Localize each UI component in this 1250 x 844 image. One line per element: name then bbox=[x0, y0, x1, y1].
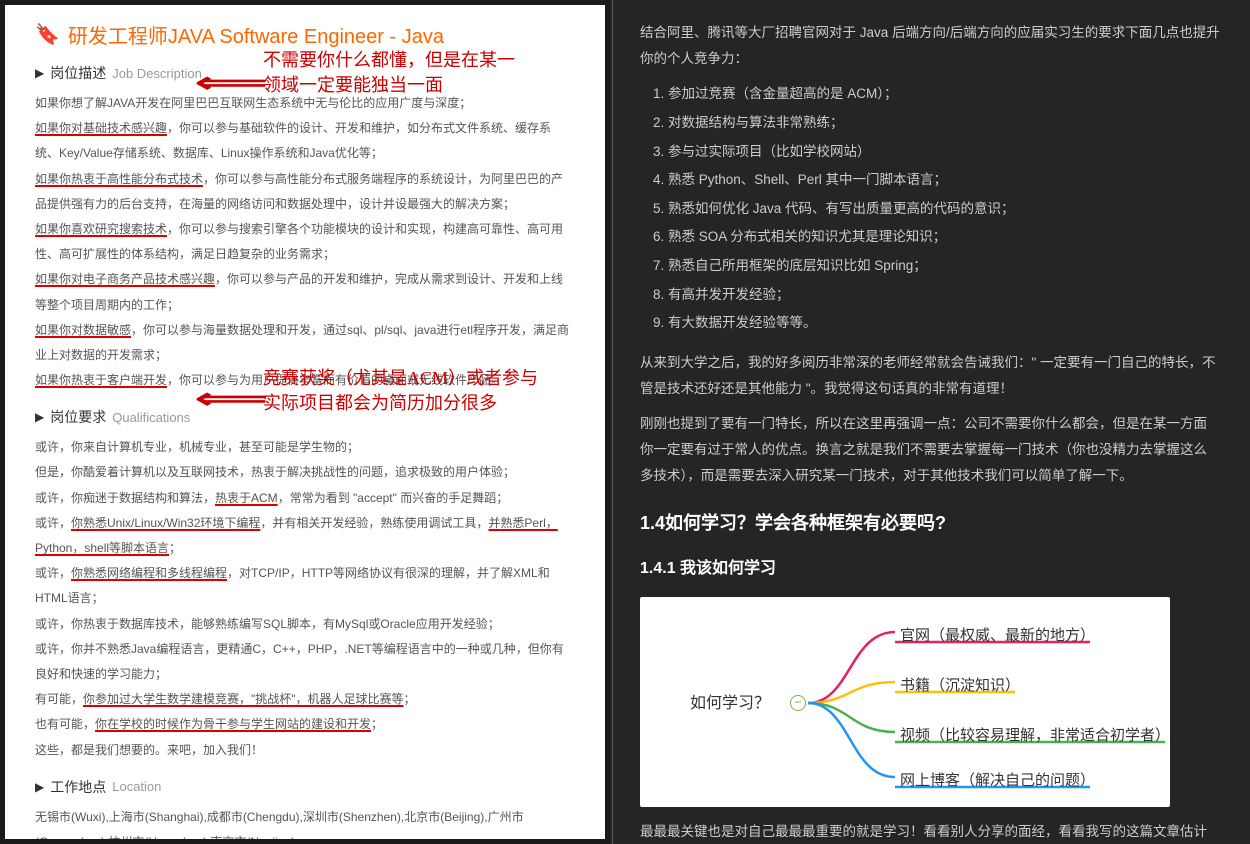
list-item: 有高并发开发经验； bbox=[668, 282, 1220, 308]
locations-body: 无锡市(Wuxi),上海市(Shanghai),成都市(Chengdu),深圳市… bbox=[35, 805, 575, 839]
expand-icon[interactable]: ▶ bbox=[35, 410, 44, 424]
mindmap-child: 网上博客（解决自己的问题） bbox=[900, 767, 1095, 796]
list-item: 参加过竞赛（含金量超高的是 ACM）； bbox=[668, 81, 1220, 107]
list-item: 熟悉 SOA 分布式相关的知识尤其是理论知识； bbox=[668, 224, 1220, 250]
list-item: 对数据结构与算法非常熟练； bbox=[668, 110, 1220, 136]
job-title: 研发工程师JAVA Software Engineer - Java bbox=[68, 20, 444, 49]
heading-1-4: 1.4如何学习？学会各种框架有必要吗? bbox=[640, 506, 1220, 540]
mindmap-collapse-icon: − bbox=[790, 695, 806, 711]
job-description-body: 如果你想了解JAVA开发在阿里巴巴互联网生态系统中无与伦比的应用广度与深度； 如… bbox=[35, 91, 575, 393]
article-pane: 结合阿里、腾讯等大厂招聘官网对于 Java 后端方向/后端方向的应届实习生的要求… bbox=[610, 0, 1250, 844]
list-item: 熟悉如何优化 Java 代码、有写出质量更高的代码的意识； bbox=[668, 196, 1220, 222]
section-job-description: ▶ 岗位描述 Job Description bbox=[35, 63, 575, 83]
job-posting-pane: 🔖 研发工程师JAVA Software Engineer - Java 不需要… bbox=[5, 5, 605, 839]
mindmap-child: 官网（最权威、最新的地方） bbox=[900, 622, 1095, 651]
paragraph-2: 从来到大学之后，我的好多阅历非常深的老师经常就会告诫我们：" 一定要有一门自己的… bbox=[640, 350, 1220, 401]
competence-list: 参加过竞赛（含金量超高的是 ACM）； 对数据结构与算法非常熟练； 参与过实际项目（… bbox=[668, 81, 1220, 336]
paragraph-3: 刚刚也提到了要有一门特长，所以在这里再强调一点：公司不需要你什么都会，但是在某一… bbox=[640, 411, 1220, 488]
list-item: 参与过实际项目（比如学校网站） bbox=[668, 139, 1220, 165]
mindmap-child: 书籍（沉淀知识） bbox=[900, 672, 1020, 701]
title-row: 🔖 研发工程师JAVA Software Engineer - Java bbox=[35, 20, 575, 49]
mindmap-diagram: 如何学习？ − 官网（最权威、最新的地方） 书籍（沉淀知识） 视频（比较容易理解，非… bbox=[640, 597, 1170, 807]
heading-1-4-1: 1.4.1 我该如何学习 bbox=[640, 554, 1220, 584]
expand-icon[interactable]: ▶ bbox=[35, 780, 44, 794]
section-qualifications: ▶ 岗位要求 Qualifications bbox=[35, 407, 575, 427]
section-location: ▶ 工作地点 Location bbox=[35, 777, 575, 797]
list-item: 熟悉自己所用框架的底层知识比如 Spring； bbox=[668, 253, 1220, 279]
list-item: 有大数据开发经验等等。 bbox=[668, 310, 1220, 336]
expand-icon[interactable]: ▶ bbox=[35, 66, 44, 80]
intro-paragraph: 结合阿里、腾讯等大厂招聘官网对于 Java 后端方向/后端方向的应届实习生的要求… bbox=[640, 20, 1220, 71]
paragraph-4: 最最最关键也是对自己最最最重要的就是学习！看看别人分享的面经，看看我写的这篇文章… bbox=[640, 819, 1220, 844]
mindmap-child: 视频（比较容易理解，非常适合初学者） bbox=[900, 722, 1170, 751]
mindmap-root: 如何学习？ bbox=[690, 689, 770, 719]
qualifications-body: 或许，你来自计算机专业，机械专业，甚至可能是学生物的； 但是，你酷爱着计算机以及… bbox=[35, 435, 575, 762]
bookmark-icon: 🔖 bbox=[35, 22, 60, 47]
pane-divider bbox=[612, 0, 613, 844]
list-item: 熟悉 Python、Shell、Perl 其中一门脚本语言； bbox=[668, 167, 1220, 193]
